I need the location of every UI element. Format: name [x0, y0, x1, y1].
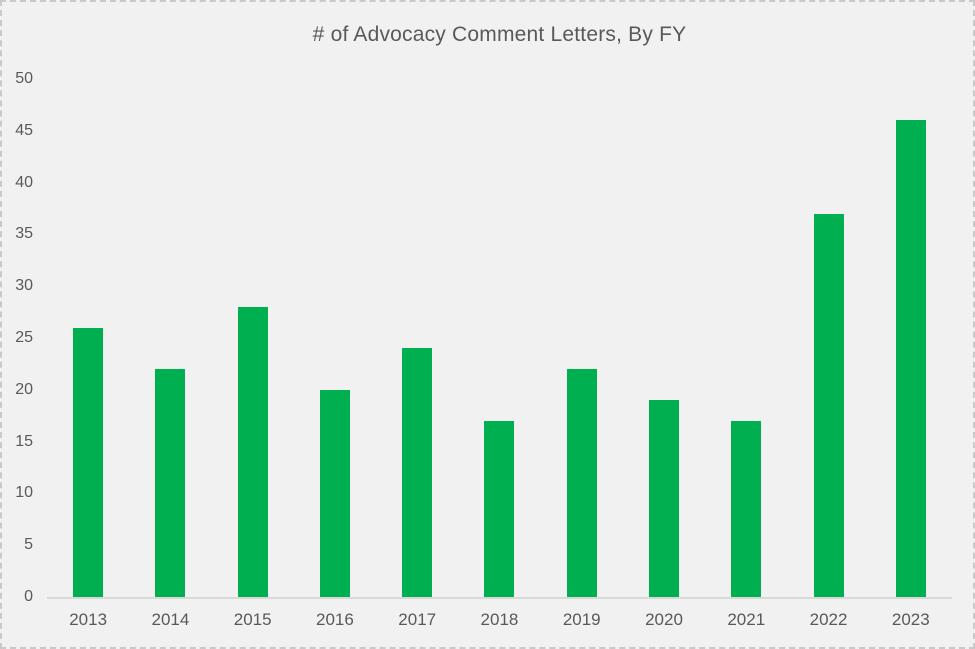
- bar-2018: [484, 420, 515, 597]
- bar-2016: [319, 389, 350, 597]
- y-axis-tick-label: 15: [15, 432, 33, 450]
- bar-2020: [648, 400, 679, 597]
- y-axis-tick-label: 25: [15, 329, 33, 346]
- bar-slot: [787, 79, 869, 597]
- x-axis-line: [47, 597, 952, 599]
- bar-2019: [566, 369, 597, 597]
- bar-slot: [870, 79, 952, 597]
- bar-slot: [376, 79, 458, 597]
- x-axis-category-label: 2023: [891, 610, 930, 629]
- bar-2014: [155, 369, 186, 597]
- y-axis-tick-label: 50: [15, 70, 33, 87]
- x-axis-category-label: 2020: [645, 610, 683, 629]
- bar-slot: [705, 79, 787, 597]
- y-axis: 0 5 10 15 20 25 30 35 40 45 50: [2, 71, 36, 605]
- bar-2021: [731, 420, 762, 597]
- x-axis-category-label: 2022: [809, 610, 848, 629]
- bar-slot: [458, 79, 540, 597]
- y-axis-tick-label: 45: [15, 121, 33, 139]
- x-axis-category-label: 2013: [69, 610, 108, 629]
- y-axis-tick-label: 40: [15, 173, 33, 191]
- y-axis-tick-label: 5: [24, 536, 33, 554]
- bar-slot: [541, 79, 623, 597]
- bar-slot: [623, 79, 705, 597]
- bar-slot: [129, 79, 211, 597]
- bar-2017: [402, 348, 433, 597]
- x-axis-category-label: 2014: [151, 610, 190, 629]
- bar-slot: [212, 79, 294, 597]
- x-axis-category-label: 2015: [233, 610, 272, 629]
- bar-slot: [294, 79, 376, 597]
- plot-area: 0 5 10 15 20 25 30 35 40 45 50: [15, 71, 952, 605]
- x-axis-category-label: 2018: [480, 610, 519, 629]
- y-axis-tick-label: 10: [15, 484, 33, 502]
- x-axis-labels: 2013 2014 2015 2016 2017 2018 2019 2020 2021 2022…: [47, 610, 952, 630]
- x-axis-category-label: 2021: [727, 610, 766, 629]
- bar-2023: [895, 120, 926, 597]
- bar-2013: [73, 327, 104, 597]
- bar-2015: [237, 306, 268, 597]
- x-axis-category-label: 2019: [562, 610, 601, 629]
- y-axis-tick-label: 30: [15, 277, 33, 295]
- y-axis-tick-label: 0: [24, 588, 33, 605]
- bar-slot: [47, 79, 129, 597]
- y-axis-tick-label: 35: [15, 225, 33, 243]
- x-axis-category-label: 2016: [316, 610, 354, 629]
- y-axis-tick-label: 20: [15, 380, 33, 398]
- chart-title: # of Advocacy Comment Letters, By FY: [312, 23, 687, 46]
- x-axis-category-label: 2017: [398, 610, 437, 629]
- bar-series: [47, 79, 952, 597]
- bar-2022: [813, 213, 844, 597]
